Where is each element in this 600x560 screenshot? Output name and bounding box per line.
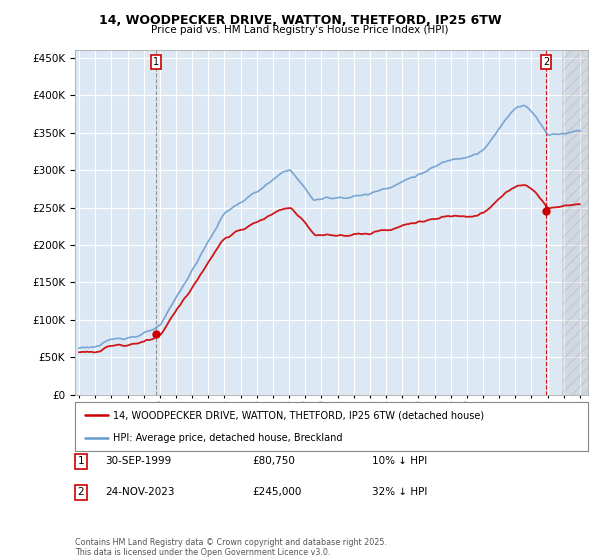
Text: 32% ↓ HPI: 32% ↓ HPI [372,487,427,497]
Text: Price paid vs. HM Land Registry's House Price Index (HPI): Price paid vs. HM Land Registry's House … [151,25,449,35]
Text: 14, WOODPECKER DRIVE, WATTON, THETFORD, IP25 6TW (detached house): 14, WOODPECKER DRIVE, WATTON, THETFORD, … [113,410,485,421]
Text: £245,000: £245,000 [252,487,301,497]
Text: HPI: Average price, detached house, Breckland: HPI: Average price, detached house, Brec… [113,433,343,444]
Text: 1: 1 [153,57,159,67]
Bar [562,50,588,395]
Text: 10% ↓ HPI: 10% ↓ HPI [372,456,427,466]
Text: £80,750: £80,750 [252,456,295,466]
Text: 2: 2 [543,57,550,67]
Text: 24-NOV-2023: 24-NOV-2023 [105,487,175,497]
Text: Contains HM Land Registry data © Crown copyright and database right 2025.
This d: Contains HM Land Registry data © Crown c… [75,538,387,557]
Text: 14, WOODPECKER DRIVE, WATTON, THETFORD, IP25 6TW: 14, WOODPECKER DRIVE, WATTON, THETFORD, … [98,14,502,27]
Text: 1: 1 [77,456,85,466]
Text: 2: 2 [77,487,85,497]
Text: 30-SEP-1999: 30-SEP-1999 [105,456,171,466]
